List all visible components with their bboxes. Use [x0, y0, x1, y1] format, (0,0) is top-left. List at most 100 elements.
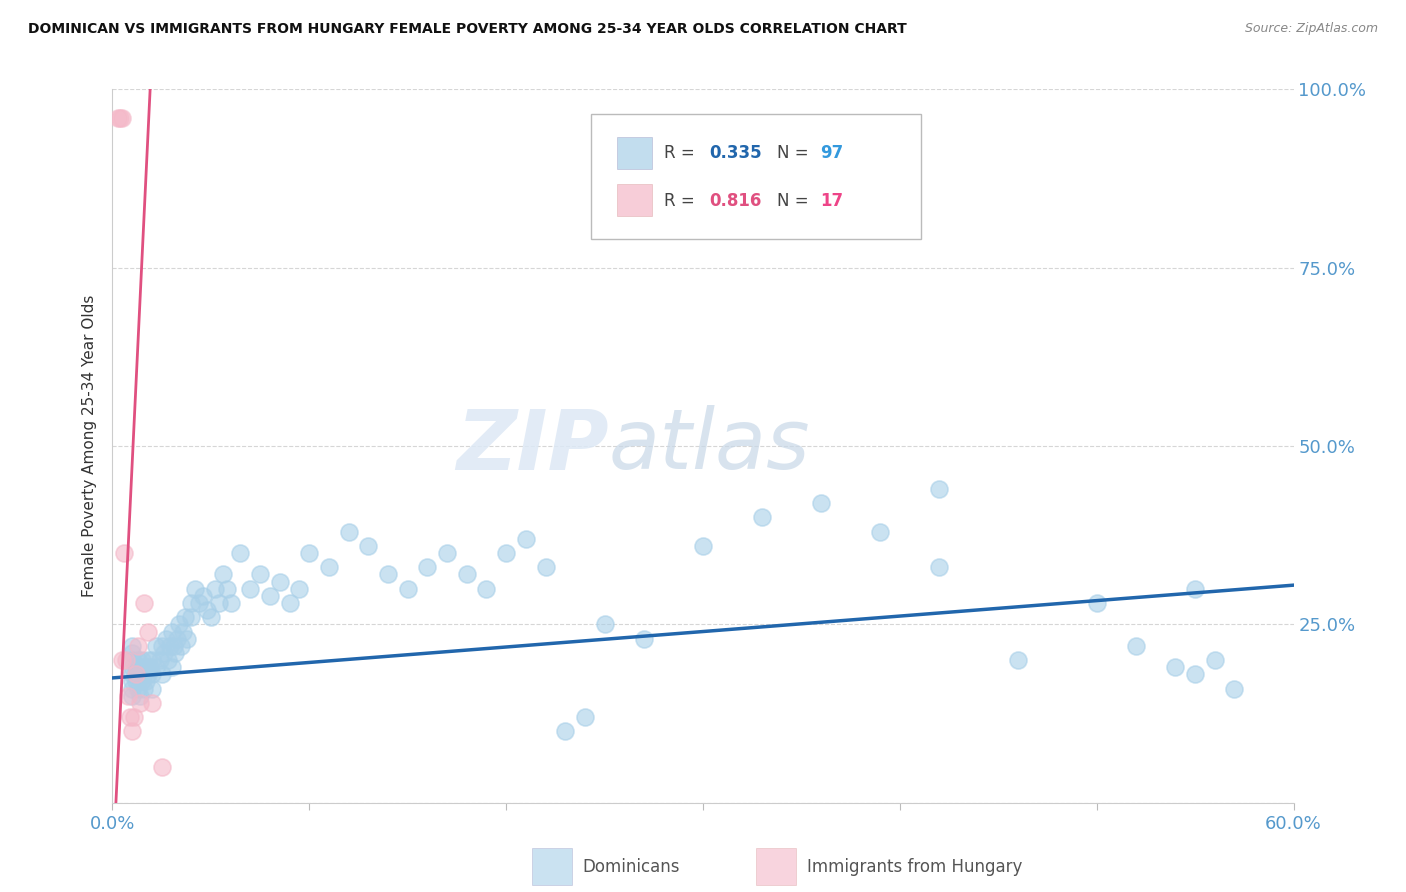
- Point: [269, 574, 291, 589]
- Point: [554, 724, 576, 739]
- Point: [132, 667, 155, 681]
- Point: [195, 603, 218, 617]
- Point: [456, 567, 478, 582]
- Point: [357, 539, 380, 553]
- Point: [229, 546, 252, 560]
- Point: [156, 653, 179, 667]
- Text: R =: R =: [664, 145, 700, 162]
- Point: [869, 524, 891, 539]
- Point: [150, 639, 173, 653]
- FancyBboxPatch shape: [531, 847, 572, 885]
- Point: [155, 632, 177, 646]
- Text: N =: N =: [778, 145, 814, 162]
- Point: [127, 639, 149, 653]
- Text: R =: R =: [664, 192, 700, 210]
- Point: [112, 546, 135, 560]
- Point: [515, 532, 537, 546]
- Point: [110, 111, 132, 125]
- Point: [121, 653, 143, 667]
- Point: [121, 724, 143, 739]
- Point: [377, 567, 399, 582]
- Point: [1125, 639, 1147, 653]
- Point: [141, 681, 163, 696]
- Text: 0.335: 0.335: [709, 145, 762, 162]
- Text: Source: ZipAtlas.com: Source: ZipAtlas.com: [1244, 22, 1378, 36]
- Point: [165, 646, 187, 660]
- Point: [131, 653, 153, 667]
- Point: [125, 660, 148, 674]
- Text: atlas: atlas: [609, 406, 810, 486]
- Point: [318, 560, 340, 574]
- Point: [121, 681, 143, 696]
- Point: [534, 560, 557, 574]
- Point: [139, 660, 162, 674]
- Point: [127, 681, 149, 696]
- Point: [127, 653, 149, 667]
- Point: [170, 639, 193, 653]
- Point: [129, 689, 152, 703]
- Text: 17: 17: [820, 192, 844, 210]
- Point: [1085, 596, 1108, 610]
- Bar: [617, 184, 652, 216]
- Point: [1184, 667, 1206, 681]
- Point: [169, 617, 191, 632]
- Point: [692, 539, 714, 553]
- Point: [188, 596, 211, 610]
- Point: [122, 710, 145, 724]
- Bar: [617, 137, 652, 169]
- Point: [121, 646, 143, 660]
- Point: [633, 632, 655, 646]
- Point: [152, 646, 174, 660]
- Point: [136, 653, 159, 667]
- Text: 97: 97: [820, 145, 844, 162]
- Y-axis label: Female Poverty Among 25-34 Year Olds: Female Poverty Among 25-34 Year Olds: [82, 295, 97, 597]
- Point: [180, 610, 202, 624]
- Text: DOMINICAN VS IMMIGRANTS FROM HUNGARY FEMALE POVERTY AMONG 25-34 YEAR OLDS CORREL: DOMINICAN VS IMMIGRANTS FROM HUNGARY FEM…: [28, 22, 907, 37]
- Point: [141, 667, 163, 681]
- Point: [149, 653, 172, 667]
- Point: [172, 624, 194, 639]
- Point: [219, 596, 242, 610]
- Point: [1204, 653, 1226, 667]
- Point: [125, 667, 148, 681]
- Point: [211, 567, 233, 582]
- Point: [396, 582, 419, 596]
- Point: [121, 639, 143, 653]
- Text: N =: N =: [778, 192, 814, 210]
- Point: [249, 567, 271, 582]
- Point: [288, 582, 311, 596]
- Text: 0.816: 0.816: [709, 192, 761, 210]
- FancyBboxPatch shape: [756, 847, 796, 885]
- Point: [298, 546, 321, 560]
- Point: [337, 524, 360, 539]
- Point: [191, 589, 214, 603]
- Point: [141, 696, 163, 710]
- Point: [200, 610, 222, 624]
- Point: [135, 674, 157, 689]
- Point: [120, 710, 142, 724]
- Point: [136, 667, 159, 681]
- Point: [111, 111, 134, 125]
- Point: [204, 582, 226, 596]
- Point: [150, 667, 173, 681]
- Point: [166, 632, 188, 646]
- Point: [574, 710, 596, 724]
- Point: [928, 560, 950, 574]
- Point: [125, 674, 148, 689]
- Point: [145, 660, 167, 674]
- Point: [159, 639, 181, 653]
- Point: [136, 624, 159, 639]
- Point: [436, 546, 458, 560]
- Point: [121, 667, 143, 681]
- Point: [1007, 653, 1029, 667]
- Point: [131, 674, 153, 689]
- Point: [475, 582, 498, 596]
- Point: [810, 496, 832, 510]
- Point: [125, 667, 148, 681]
- Point: [132, 596, 155, 610]
- Point: [107, 111, 129, 125]
- Point: [141, 653, 163, 667]
- Point: [131, 660, 153, 674]
- Point: [129, 696, 152, 710]
- Point: [184, 582, 207, 596]
